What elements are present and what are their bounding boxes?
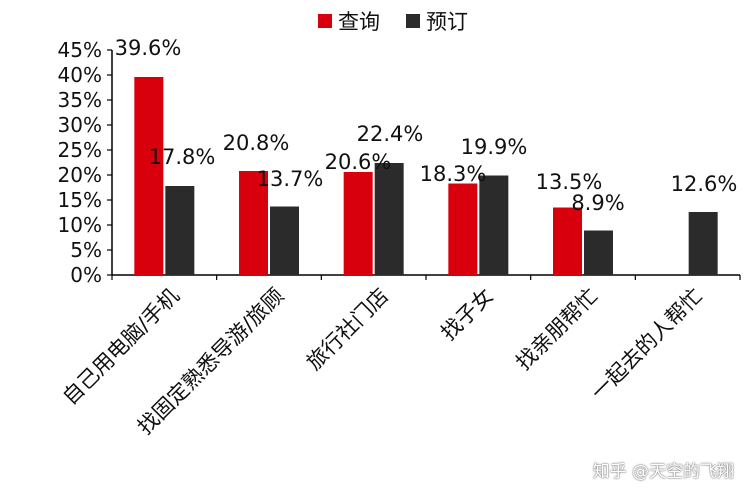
- y-tick-label: 20%: [58, 163, 102, 187]
- bar-query-2: [343, 172, 373, 275]
- bar-booking-5: [688, 212, 718, 275]
- y-tick-label: 10%: [58, 213, 102, 237]
- data-label-booking-4: 8.9%: [571, 191, 624, 215]
- legend-item-query: 查询: [318, 6, 380, 36]
- legend-label-query: 查询: [338, 10, 380, 34]
- y-tick-label: 40%: [58, 63, 102, 87]
- y-tick-label: 5%: [70, 238, 102, 262]
- bar-booking-0: [165, 186, 195, 275]
- y-tick-label: 45%: [58, 38, 102, 62]
- watermark: 知乎 @天空的飞翔: [592, 462, 734, 482]
- data-label-query-2: 20.6%: [325, 150, 392, 174]
- data-label-booking-1: 13.7%: [257, 167, 324, 191]
- data-label-booking-2: 22.4%: [357, 122, 424, 146]
- legend-swatch-booking: [406, 14, 420, 28]
- data-label-booking-5: 12.6%: [671, 172, 738, 196]
- bar-query-0: [134, 77, 164, 275]
- bar-booking-4: [584, 230, 613, 275]
- data-label-query-4: 13.5%: [536, 170, 603, 194]
- y-tick-label: 35%: [58, 88, 102, 112]
- x-category-label-2: 旅行社门店: [302, 284, 393, 375]
- data-label-query-3: 18.3%: [420, 162, 487, 186]
- y-tick-label: 0%: [70, 263, 102, 287]
- bar-booking-2: [374, 163, 404, 275]
- x-category-label-5: 一起去的人帮忙: [586, 284, 707, 405]
- data-label-booking-3: 19.9%: [461, 135, 528, 159]
- legend-swatch-query: [318, 14, 332, 28]
- bar-booking-3: [479, 175, 509, 275]
- bar-query-3: [448, 183, 478, 275]
- bar-booking-1: [270, 206, 299, 275]
- y-tick-label: 25%: [58, 138, 102, 162]
- bar-query-1: [239, 171, 268, 275]
- legend-label-booking: 预订: [426, 10, 468, 34]
- bar-query-4: [553, 207, 582, 275]
- x-category-label-4: 找亲朋帮忙: [511, 284, 602, 375]
- data-label-query-1: 20.8%: [223, 131, 290, 155]
- y-tick-label: 30%: [58, 113, 102, 137]
- y-tick-label: 15%: [58, 188, 102, 212]
- data-label-booking-0: 17.8%: [149, 145, 216, 169]
- x-category-label-3: 找子女: [436, 284, 498, 346]
- data-label-query-0: 39.6%: [115, 36, 182, 60]
- legend-item-booking: 预订: [406, 6, 468, 36]
